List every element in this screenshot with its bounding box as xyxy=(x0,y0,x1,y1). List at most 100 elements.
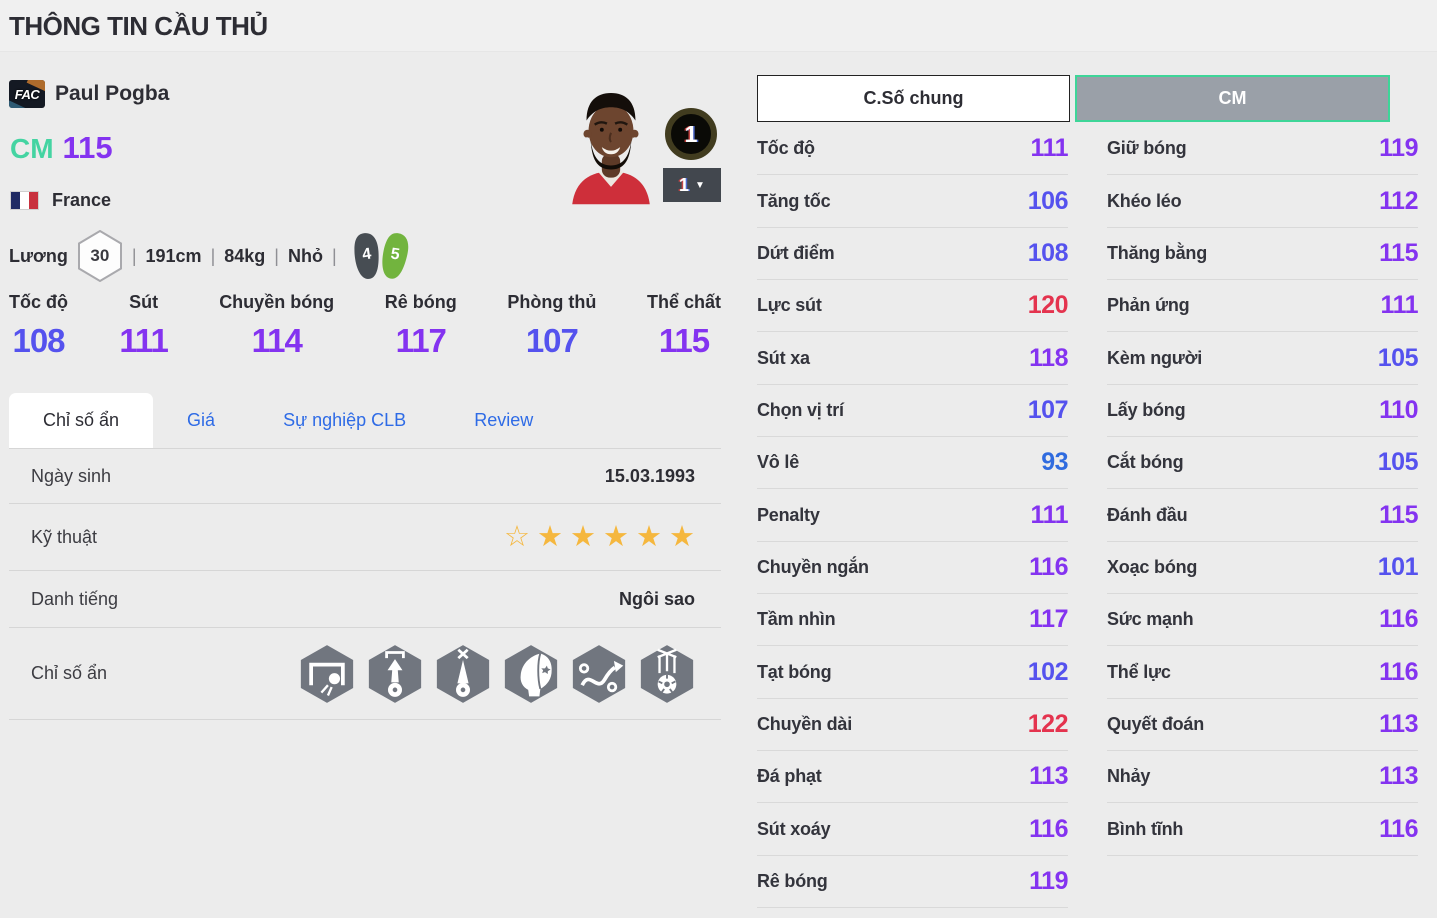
goal-net-ball-icon xyxy=(299,643,355,705)
stat-row: Tăng tốc 106 xyxy=(757,175,1069,228)
fame-value: Ngôi sao xyxy=(618,588,695,609)
salary-label: Lương xyxy=(9,245,68,266)
tab-hidden-stats[interactable]: Chỉ số ẩn xyxy=(9,393,154,448)
stat-row: Vô lê 93 xyxy=(757,437,1068,490)
main-stats-row: Tốc độ 108 Sút 111 Chuyền bóng 114 Rê bó… xyxy=(9,292,721,360)
stat-row: Giữ bóng 119 xyxy=(1107,123,1418,176)
salary-value: 30 xyxy=(90,246,110,265)
main-stat-label: Tốc độ xyxy=(9,292,68,312)
tab-club-career[interactable]: Sự nghiệp CLB xyxy=(283,410,407,430)
stat-value: 111 xyxy=(1030,500,1069,529)
goal-arrow-ball-icon xyxy=(367,643,423,705)
general-stats-button[interactable]: C.Số chung xyxy=(757,75,1070,122)
main-stat-value: 115 xyxy=(658,322,710,359)
stat-value: 115 xyxy=(1379,500,1418,529)
stat-row: Quyết đoán 113 xyxy=(1107,699,1418,752)
star-filled-icon: ★ xyxy=(669,520,695,553)
player-photo xyxy=(560,80,662,206)
upgrade-level-badge: 1 xyxy=(665,108,717,160)
winding-arrows-icon xyxy=(571,643,627,705)
stat-label: Đánh đầu xyxy=(1107,504,1188,525)
stat-row: Xoạc bóng 101 xyxy=(1107,542,1419,595)
stat-value: 108 xyxy=(1027,238,1069,267)
main-stat-value: 117 xyxy=(395,322,447,359)
stat-row: Rê bóng 119 xyxy=(757,856,1068,909)
row-skill-moves: Kỹ thuật ☆ ★ ★ ★ ★ ★ xyxy=(9,504,721,571)
stat-label: Vô lê xyxy=(757,452,800,473)
main-stat-label: Sút xyxy=(129,292,159,312)
stat-row: Đá phạt 113 xyxy=(757,751,1068,804)
page-title: THÔNG TIN CẦU THỦ xyxy=(9,11,268,41)
stat-value: 119 xyxy=(1379,134,1418,163)
player-weight: 84kg xyxy=(224,245,266,266)
main-stat: Tốc độ 108 xyxy=(9,292,68,360)
separator: | xyxy=(331,245,337,266)
stat-label: Tầm nhìn xyxy=(757,609,836,630)
stat-value: 118 xyxy=(1029,343,1068,372)
stat-row: Lực sút 120 xyxy=(757,280,1069,333)
stat-row: Tầm nhìn 117 xyxy=(757,594,1068,647)
player-height: 191cm xyxy=(145,245,202,266)
stat-label: Tốc độ xyxy=(757,138,815,159)
tab-review[interactable]: Review xyxy=(474,410,534,430)
player-rating: 115 xyxy=(62,130,113,165)
france-flag-icon xyxy=(10,191,39,210)
stat-label: Quyết đoán xyxy=(1107,713,1205,734)
stat-value: 112 xyxy=(1379,186,1418,215)
stat-label: Chuyền ngắn xyxy=(757,556,869,577)
star-filled-icon: ★ xyxy=(537,520,563,553)
row-hidden-badges: Chỉ số ẩn xyxy=(9,628,721,720)
main-stat-label: Thể chất xyxy=(646,292,721,312)
stat-value: 111 xyxy=(1380,291,1419,320)
stat-value: 113 xyxy=(1029,762,1068,791)
skill-label: Kỹ thuật xyxy=(31,526,98,547)
stat-row: Penalty 111 xyxy=(757,489,1069,542)
star-filled-icon: ★ xyxy=(636,520,662,553)
separator: | xyxy=(131,245,137,266)
separator: | xyxy=(274,245,279,266)
stat-row: Khéo léo 112 xyxy=(1107,175,1418,228)
stat-value: 93 xyxy=(1041,448,1068,477)
stat-row: Tốc độ 111 xyxy=(757,123,1069,176)
hidden-stats-table: Ngày sinh 15.03.1993 Kỹ thuật ☆ ★ ★ ★ ★ ★ Dan… xyxy=(9,448,721,720)
stat-label: Phản ứng xyxy=(1107,295,1190,316)
season-badge-icon: FAC xyxy=(9,80,45,108)
stat-row: Phản ứng 111 xyxy=(1107,280,1419,333)
player-identity: FAC Paul Pogba xyxy=(9,80,169,108)
tab-price[interactable]: Giá xyxy=(187,410,216,430)
stat-row: Cắt bóng 105 xyxy=(1107,437,1419,490)
nationality: France xyxy=(10,190,111,211)
stat-row: Bình tĩnh 116 xyxy=(1107,803,1418,856)
main-stat: Sút 111 xyxy=(119,292,168,360)
stat-row: Lấy bóng 110 xyxy=(1107,385,1418,438)
fame-label: Danh tiếng xyxy=(31,588,119,609)
head-profile-icon xyxy=(503,643,559,705)
stat-row: Dứt điểm 108 xyxy=(757,228,1069,281)
position-stats-button[interactable]: CM xyxy=(1075,75,1390,122)
stat-value: 116 xyxy=(1379,814,1418,843)
stat-value: 106 xyxy=(1027,186,1069,215)
stat-value: 116 xyxy=(1379,657,1418,686)
main-stat-value: 108 xyxy=(12,322,65,359)
stat-label: Giữ bóng xyxy=(1107,138,1187,159)
stat-value: 116 xyxy=(1379,605,1418,634)
stat-row: Thể lực 116 xyxy=(1107,646,1418,699)
page-header: THÔNG TIN CẦU THỦ xyxy=(0,0,1437,52)
stat-value: 113 xyxy=(1379,762,1418,791)
skill-stars: ☆ ★ ★ ★ ★ ★ xyxy=(504,520,695,553)
separator: | xyxy=(210,245,216,266)
stat-value: 105 xyxy=(1377,343,1419,372)
stat-row: Tạt bóng 102 xyxy=(757,646,1069,699)
stat-value: 113 xyxy=(1379,709,1418,738)
stat-label: Lực sút xyxy=(757,295,822,316)
hidden-badges-label: Chỉ số ẩn xyxy=(31,663,108,683)
stat-value: 116 xyxy=(1029,814,1068,843)
main-stat: Rê bóng 117 xyxy=(385,292,457,360)
level-select-dropdown[interactable]: 1 ▼ xyxy=(663,168,721,202)
stat-row: Sút xoáy 116 xyxy=(757,803,1068,856)
level-select-value: 1 xyxy=(679,174,690,195)
stat-value: 102 xyxy=(1027,657,1069,686)
row-birthdate: Ngày sinh 15.03.1993 xyxy=(9,449,721,504)
detail-stats-right-column: Giữ bóng 119 Khéo léo 112 Thăng bằng 115… xyxy=(1107,123,1419,856)
stat-label: Xoạc bóng xyxy=(1107,556,1198,577)
